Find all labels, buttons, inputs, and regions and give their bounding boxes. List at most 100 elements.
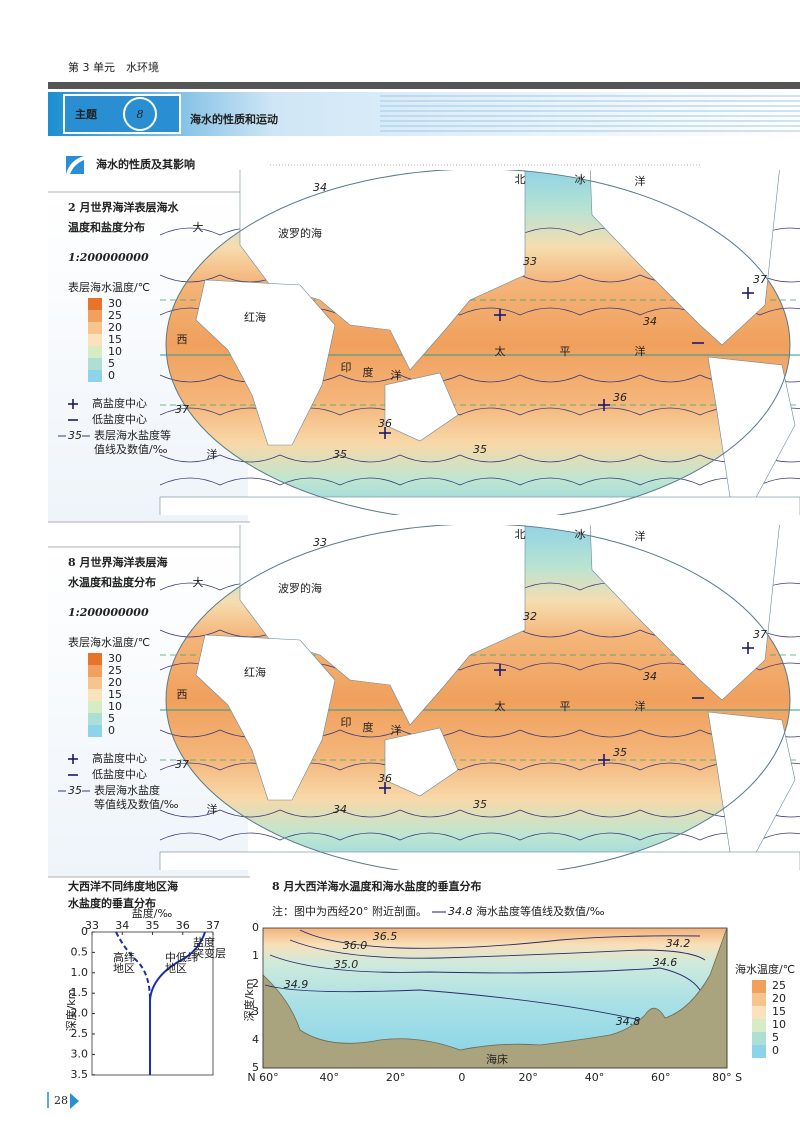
legend-swatch bbox=[88, 665, 102, 677]
section-icon-swoosh bbox=[66, 156, 84, 174]
salinity-isoline bbox=[159, 832, 800, 841]
place-label: 冰 bbox=[575, 528, 586, 541]
isoline-value: 33 bbox=[523, 255, 537, 268]
legend-tick: 0 bbox=[108, 724, 115, 737]
curve-label: 突变层 bbox=[193, 946, 226, 960]
isoline-value: 36 bbox=[613, 391, 627, 404]
y-tick-label: 1.5 bbox=[71, 986, 89, 999]
isoline-value: 34.2 bbox=[666, 937, 691, 950]
legend-tick: 0 bbox=[772, 1044, 779, 1057]
isoline-value: 34 bbox=[643, 315, 657, 328]
y-tick-label: 3.0 bbox=[71, 1047, 89, 1060]
place-label: 大 bbox=[193, 220, 204, 234]
legend-swatch bbox=[88, 653, 102, 665]
isoline-value: 36 bbox=[378, 772, 392, 785]
x-axis-title: 盐度/‰ bbox=[132, 906, 173, 920]
x-tick-label: 60° bbox=[651, 1071, 671, 1084]
curve-label: 地区 bbox=[113, 962, 135, 975]
legend-swatch bbox=[88, 334, 102, 346]
y-tick-label: 3.5 bbox=[71, 1068, 89, 1081]
legend-tick: 25 bbox=[108, 309, 122, 322]
seabed bbox=[262, 927, 728, 1069]
map-outline bbox=[165, 170, 791, 515]
isoline-value: 34.6 bbox=[653, 956, 678, 969]
x-tick-label: 40° bbox=[320, 1071, 340, 1084]
legend-swatch bbox=[752, 1019, 766, 1032]
place-label: 印 bbox=[341, 716, 352, 729]
legend-isoline-value: 34.8 bbox=[448, 905, 473, 918]
y-tick-label: 2.5 bbox=[71, 1027, 89, 1040]
curve-label: 高纬 bbox=[113, 950, 135, 964]
isoline-value: 34.9 bbox=[284, 978, 309, 991]
legend-tick: 5 bbox=[108, 712, 115, 725]
legend-swatch bbox=[752, 980, 766, 993]
maps: 北冰洋波罗的海红海太平洋印度洋大西洋3334353637363534372 月世… bbox=[48, 170, 800, 878]
antarctica bbox=[159, 496, 800, 515]
legend-title: 表层海水温度/℃ bbox=[68, 635, 150, 649]
legend-isoline-text: 表层海水盐度等 bbox=[94, 428, 171, 442]
place-label: 度 bbox=[363, 720, 374, 734]
y-tick-label: 0 bbox=[252, 921, 259, 934]
place-label: 洋 bbox=[635, 699, 646, 713]
legend-isoline-text: 等值线及数值/‰ bbox=[94, 797, 179, 811]
isoline-value: 34.8 bbox=[616, 1015, 641, 1028]
place-label: 太 bbox=[495, 345, 506, 358]
isolines bbox=[264, 929, 706, 1021]
topic-number: 8 bbox=[137, 108, 144, 121]
x-tick-label: 80° S bbox=[712, 1071, 742, 1084]
legend-tick: 15 bbox=[108, 688, 122, 701]
salinity-isoline bbox=[159, 809, 800, 818]
legend-tick: 20 bbox=[108, 321, 122, 334]
y-tick-label: 0 bbox=[81, 925, 88, 938]
place-label: 印 bbox=[341, 361, 352, 374]
legend-tick: 0 bbox=[108, 369, 115, 382]
legend-low: 低盐度中心 bbox=[92, 412, 147, 426]
north-america bbox=[589, 170, 780, 346]
y-tick-label: 5 bbox=[252, 1061, 259, 1074]
legend-tick: 5 bbox=[108, 357, 115, 370]
place-label: 洋 bbox=[207, 447, 218, 461]
legend-swatch bbox=[88, 689, 102, 701]
isoline-value: 37 bbox=[753, 273, 767, 286]
x-tick-label: 37 bbox=[206, 919, 220, 932]
section-chart-title: 8 月大西洋海水温度和海水盐度的垂直分布 bbox=[272, 879, 481, 893]
isoline-value: 32 bbox=[523, 610, 537, 623]
place-label: 太 bbox=[495, 700, 506, 713]
africa bbox=[195, 279, 336, 446]
legend-swatch bbox=[88, 713, 102, 725]
map-panel: 北冰洋波罗的海红海太平洋印度洋大西洋3334353637363534372 月世… bbox=[48, 170, 800, 523]
y-tick-label: 4 bbox=[252, 1033, 259, 1046]
place-label: 红海 bbox=[244, 665, 266, 679]
header-bar bbox=[48, 82, 800, 89]
legend-tick: 20 bbox=[772, 992, 786, 1005]
legend-tick: 25 bbox=[108, 664, 122, 677]
antarctica bbox=[159, 851, 800, 870]
isoline-value: 34 bbox=[643, 670, 657, 683]
eurasia bbox=[239, 170, 526, 371]
legend-swatch bbox=[88, 322, 102, 334]
legend-swatch bbox=[88, 310, 102, 322]
map-outline bbox=[165, 525, 791, 870]
seabed-label: 海床 bbox=[486, 1052, 508, 1066]
topic-circle bbox=[123, 97, 157, 131]
profile-title: 水盐度的垂直分布 bbox=[68, 896, 156, 910]
legend-swatch bbox=[88, 677, 102, 689]
map-scale: 1:200000000 bbox=[68, 606, 149, 619]
isoline-value: 37 bbox=[753, 628, 767, 641]
map-panel: 北冰洋波罗的海红海太平洋印度洋大西洋3234353537363433378 月世… bbox=[48, 525, 800, 878]
place-label: 洋 bbox=[635, 529, 646, 543]
legend-tick: 15 bbox=[108, 333, 122, 346]
place-label: 洋 bbox=[391, 723, 402, 737]
profile-title: 大西洋不同纬度地区海 bbox=[68, 879, 178, 893]
legend-tick: 25 bbox=[772, 979, 786, 992]
y-tick-label: 3 bbox=[252, 1005, 259, 1018]
place-label: 北 bbox=[515, 173, 526, 186]
legend-swatch bbox=[88, 298, 102, 310]
map-scale: 1:200000000 bbox=[68, 251, 149, 264]
y-axis-title: 深度/km bbox=[64, 989, 78, 1032]
legend-isoline-text: 海水盐度等值线及数值/‰ bbox=[476, 904, 605, 918]
map-title: 8 月世界海洋表层海 bbox=[68, 555, 167, 569]
isoline-value: 36.0 bbox=[343, 939, 368, 952]
south-america bbox=[707, 711, 796, 861]
y-tick-label: 2.0 bbox=[71, 1007, 89, 1020]
